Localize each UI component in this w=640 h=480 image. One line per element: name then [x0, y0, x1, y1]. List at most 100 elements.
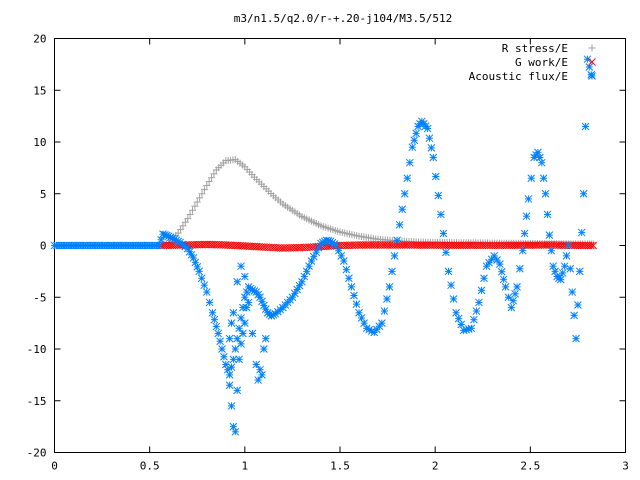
data-point [378, 319, 386, 327]
data-point [524, 195, 533, 203]
data-point [229, 422, 238, 431]
data-point [400, 189, 409, 198]
data-point [507, 303, 516, 312]
y-tick-label: 10 [33, 136, 46, 149]
data-point [233, 277, 242, 286]
data-point [393, 236, 401, 245]
data-point [380, 307, 389, 315]
data-point [549, 262, 558, 271]
y-tick-label: 20 [33, 33, 46, 46]
data-point [449, 295, 458, 303]
data-point [248, 329, 257, 338]
data-point [490, 251, 499, 260]
data-point [188, 206, 196, 214]
data-point [444, 267, 453, 276]
data-point [556, 275, 565, 284]
data-point [475, 298, 483, 307]
data-point [218, 345, 226, 353]
series-r-stress-e [157, 156, 597, 249]
data-point [198, 190, 206, 198]
data-point [155, 241, 164, 250]
data-point [562, 251, 571, 260]
data-point [385, 283, 394, 291]
data-point [587, 241, 595, 250]
legend-item-r-stress-e: R stress/E [502, 42, 596, 55]
data-point [345, 274, 353, 283]
data-point [513, 283, 521, 291]
y-tick-label: -5 [33, 291, 46, 304]
data-point [202, 288, 211, 296]
y-tick-label: -10 [27, 343, 47, 356]
data-point [410, 136, 419, 145]
data-point [501, 283, 510, 291]
data-point [423, 124, 432, 133]
series-g-work-e [157, 240, 597, 252]
data-point [256, 365, 264, 374]
data-point [237, 339, 245, 348]
legend-item-g-work-e: G work/E [515, 56, 596, 69]
data-point [527, 174, 536, 183]
data-point [225, 381, 234, 390]
data-point [480, 274, 488, 283]
data-point [537, 158, 546, 167]
data-point [181, 218, 189, 226]
data-point [260, 301, 268, 310]
axis-ticks [54, 38, 626, 453]
data-point [216, 337, 224, 346]
data-point [405, 158, 414, 167]
data-point [193, 198, 201, 206]
data-point [229, 308, 238, 317]
axis-tick-labels: 0 0.5 1 1.5 2 2.5 3 -20 -15 -10 -5 0 5 10 15 20 [27, 33, 629, 473]
data-point [398, 205, 407, 214]
data-point [547, 246, 556, 255]
legend-label: Acoustic flux/E [469, 70, 568, 83]
data-point [342, 265, 351, 274]
chart-title: m3/n1.5/q2.0/r-+.20-j104/M3.5/512 [234, 12, 453, 25]
data-point [237, 314, 245, 322]
data-point [208, 174, 216, 182]
data-point [179, 222, 187, 230]
data-point [227, 319, 236, 327]
data-point [574, 301, 582, 309]
data-point [472, 307, 481, 315]
data-point [210, 170, 218, 178]
data-point [454, 314, 463, 323]
data-point [208, 308, 217, 317]
data-point [545, 231, 554, 240]
data-point [497, 267, 506, 276]
data-point [174, 229, 182, 237]
data-point [242, 303, 251, 312]
data-point [568, 288, 577, 296]
data-point [566, 264, 575, 273]
data-point [509, 296, 518, 305]
data-point [437, 210, 445, 219]
data-point [240, 319, 249, 327]
data-point [231, 427, 240, 436]
data-point [352, 300, 361, 309]
data-point [434, 191, 443, 200]
data-point [235, 355, 243, 364]
x-tick-label: 2 [432, 460, 439, 473]
data-point [293, 285, 302, 294]
data-point [579, 189, 588, 198]
data-point [258, 371, 266, 379]
x-tick-label: 2.5 [520, 460, 540, 473]
data-point [237, 262, 245, 271]
data-point [431, 172, 440, 181]
data-point [534, 148, 542, 157]
data-point [589, 241, 597, 250]
data-point [499, 275, 508, 284]
data-point [522, 212, 531, 221]
data-point [227, 402, 236, 410]
data-point [184, 215, 192, 223]
data-point [240, 293, 249, 302]
data-point [244, 298, 253, 307]
data-point [252, 360, 261, 369]
data-point [447, 281, 455, 290]
legend-label: G work/E [515, 56, 568, 69]
data-point [214, 329, 223, 338]
y-tick-label: -20 [27, 447, 47, 460]
data-point [212, 322, 221, 331]
data-point [186, 210, 194, 218]
data-point [535, 153, 544, 162]
